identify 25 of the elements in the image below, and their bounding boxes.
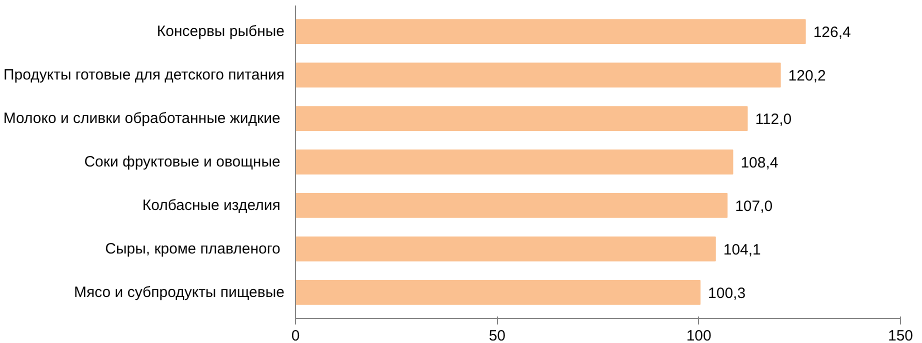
bar xyxy=(296,150,734,174)
y-tick-label: Мясо и субпродукты пищевые xyxy=(74,284,285,301)
data-label: 104,1 xyxy=(723,241,761,258)
y-tick-label: Колбасные изделия xyxy=(142,196,280,214)
data-label: 112,0 xyxy=(755,111,792,128)
bar xyxy=(296,62,781,88)
y-tick-label: Сыры, кроме плавленого xyxy=(105,240,280,258)
bar xyxy=(296,236,716,262)
bar xyxy=(296,106,748,131)
data-label: 108,4 xyxy=(740,154,778,172)
y-tick-label: Консервы рыбные xyxy=(156,23,285,40)
bar xyxy=(296,193,728,218)
y-tick-label: Молоко и сливки обработанные жидкие xyxy=(3,110,280,128)
x-tick-label: 150 xyxy=(888,328,914,343)
x-tick-label: 100 xyxy=(686,328,712,343)
bar xyxy=(296,19,806,44)
x-tick-label: 50 xyxy=(488,328,506,343)
data-label: 100,3 xyxy=(708,284,746,302)
bar xyxy=(296,280,701,305)
data-label: 126,4 xyxy=(813,24,851,42)
data-label: 120,2 xyxy=(788,68,826,85)
y-tick-label: Соки фруктовые и овощные xyxy=(84,154,280,170)
y-tick-label: Продукты готовые для детского питания xyxy=(3,66,284,84)
x-tick-label: 0 xyxy=(291,328,300,343)
data-label: 107,0 xyxy=(735,198,773,215)
